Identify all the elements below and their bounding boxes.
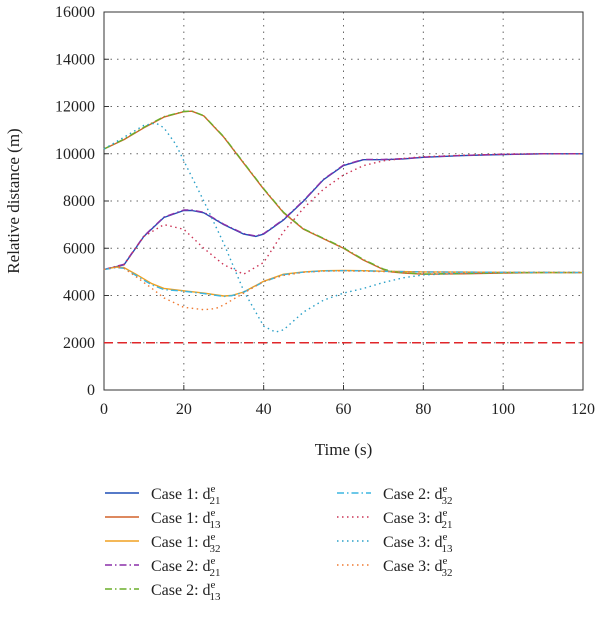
- series-line-3: [103, 266, 584, 297]
- x-tick-label: 100: [491, 401, 515, 418]
- y-tick-label: 4000: [63, 288, 95, 305]
- series-line-1: [103, 153, 583, 271]
- y-tick-label: 8000: [63, 193, 95, 210]
- series-line-8: [103, 122, 583, 333]
- y-tick-label: 2000: [63, 335, 95, 352]
- y-tick-label: 0: [87, 382, 95, 399]
- y-tick-label: 16000: [55, 4, 95, 21]
- series-line-4: [103, 153, 583, 271]
- legend-label-3: Case 1: de 32: [151, 531, 220, 555]
- legend-label-8: Case 3: de 13: [383, 531, 453, 555]
- legend-label-5: Case 2: de 13: [151, 579, 221, 603]
- y-tick-label: 14000: [55, 51, 95, 68]
- legend-label-4: Case 2: de 21: [151, 555, 220, 579]
- x-tick-label: 0: [100, 401, 108, 418]
- x-tick-label: 120: [571, 401, 595, 418]
- legend-label-9: Case 3: de 32: [383, 555, 452, 579]
- legend-label-6: Case 2: de 32: [383, 483, 452, 507]
- x-tick-label: 60: [336, 401, 352, 418]
- y-tick-label: 12000: [55, 99, 95, 116]
- axis-ticks: 0 20 40 60 80 100 120 0 2000 4000 6000 8000 10000 120…: [55, 4, 595, 418]
- legend-label-1: Case 1: de 21: [151, 483, 220, 507]
- series-line-6: [103, 266, 584, 298]
- legend-label-2: Case 1: de 13: [151, 507, 221, 531]
- x-tick-label: 20: [176, 401, 192, 418]
- series-lines: [103, 110, 584, 333]
- x-tick-label: 40: [256, 401, 272, 418]
- x-tick-label: 80: [415, 401, 431, 418]
- x-axis-label: Time (s): [315, 440, 372, 459]
- y-tick-label: 10000: [55, 146, 95, 163]
- grid-lines: [104, 12, 583, 390]
- series-line-7: [103, 153, 583, 275]
- y-tick-label: 6000: [63, 240, 95, 257]
- series-line-5: [103, 110, 583, 275]
- y-axis-label: Relative distance (m): [4, 128, 23, 273]
- legend-label-7: Case 3: de 21: [383, 507, 452, 531]
